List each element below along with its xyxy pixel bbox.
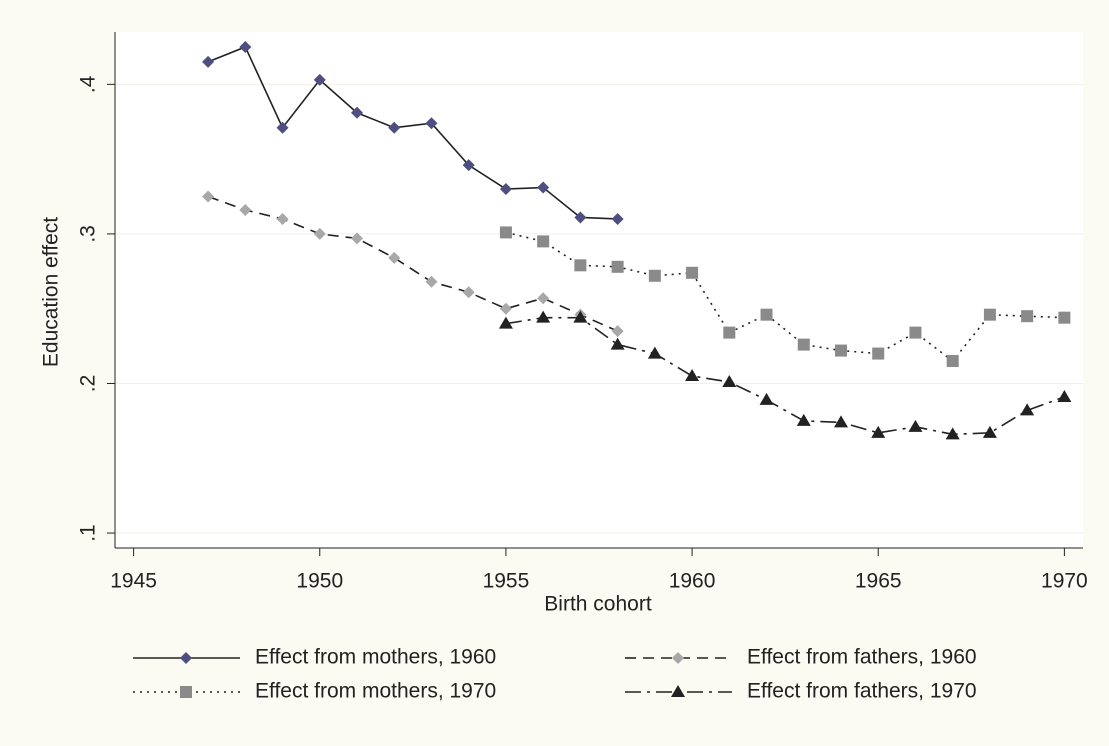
marker — [946, 355, 959, 368]
y-axis-label: Education effect — [40, 217, 63, 367]
marker — [871, 425, 886, 438]
marker — [647, 346, 662, 359]
x-tick-label: 1965 — [855, 570, 902, 593]
legend-marker — [180, 686, 192, 698]
plot-area — [115, 32, 1083, 548]
marker — [425, 275, 438, 288]
y-tick-label: .3 — [77, 225, 100, 243]
marker — [462, 159, 475, 172]
marker — [202, 55, 215, 68]
x-tick-label: 1960 — [669, 570, 716, 593]
marker — [908, 419, 923, 432]
marker — [760, 308, 773, 321]
marker — [611, 260, 624, 273]
marker — [797, 338, 810, 351]
marker — [313, 73, 326, 86]
legend-label: Effect from mothers, 1970 — [255, 680, 496, 703]
marker — [462, 286, 475, 299]
y-tick-label: .4 — [77, 75, 100, 93]
marker — [872, 347, 885, 360]
marker — [648, 269, 661, 282]
marker — [573, 310, 588, 323]
marker — [498, 316, 513, 329]
marker — [722, 374, 737, 387]
marker — [499, 226, 512, 239]
marker — [685, 369, 700, 381]
marker — [1020, 403, 1035, 416]
marker — [313, 227, 326, 240]
marker — [239, 203, 252, 216]
marker — [537, 235, 550, 248]
marker — [982, 425, 997, 438]
y-tick-label: .1 — [77, 524, 100, 542]
y-tick-label: .2 — [77, 375, 100, 393]
series-line — [505, 316, 1065, 436]
marker — [1021, 310, 1034, 323]
marker — [276, 121, 289, 134]
legend-label: Effect from fathers, 1970 — [747, 680, 977, 703]
legend-label: Effect from fathers, 1960 — [747, 646, 977, 669]
marker — [611, 212, 624, 225]
marker — [388, 121, 401, 134]
legend-marker — [671, 685, 685, 697]
marker — [351, 106, 363, 119]
x-axis-label: Birth cohort — [544, 593, 652, 616]
marker — [239, 40, 252, 53]
marker — [574, 259, 587, 272]
legend-label: Effect from mothers, 1960 — [255, 646, 496, 669]
marker — [835, 344, 847, 357]
x-tick-label: 1970 — [1041, 570, 1088, 593]
marker — [574, 211, 587, 224]
marker — [351, 232, 363, 245]
x-tick-label: 1955 — [483, 570, 530, 593]
marker — [686, 266, 699, 279]
marker — [499, 302, 512, 315]
marker — [537, 292, 550, 305]
marker — [909, 326, 922, 339]
x-tick-label: 1945 — [110, 570, 157, 593]
marker — [945, 427, 960, 440]
marker — [536, 310, 551, 323]
legend-marker — [672, 652, 684, 664]
marker — [983, 308, 996, 321]
legend-marker — [180, 652, 192, 664]
marker — [276, 212, 289, 225]
marker — [834, 415, 848, 428]
series-line — [207, 195, 618, 332]
x-tick-label: 1950 — [296, 570, 343, 593]
marker — [499, 183, 512, 196]
marker — [610, 337, 625, 350]
marker — [759, 392, 774, 405]
marker — [202, 190, 215, 203]
marker — [425, 117, 438, 130]
marker — [1057, 389, 1072, 402]
marker — [388, 251, 401, 264]
series-line — [207, 45, 618, 220]
marker — [1058, 311, 1071, 324]
marker — [796, 413, 811, 426]
marker — [537, 181, 550, 194]
marker — [723, 326, 736, 339]
marker — [611, 325, 624, 338]
